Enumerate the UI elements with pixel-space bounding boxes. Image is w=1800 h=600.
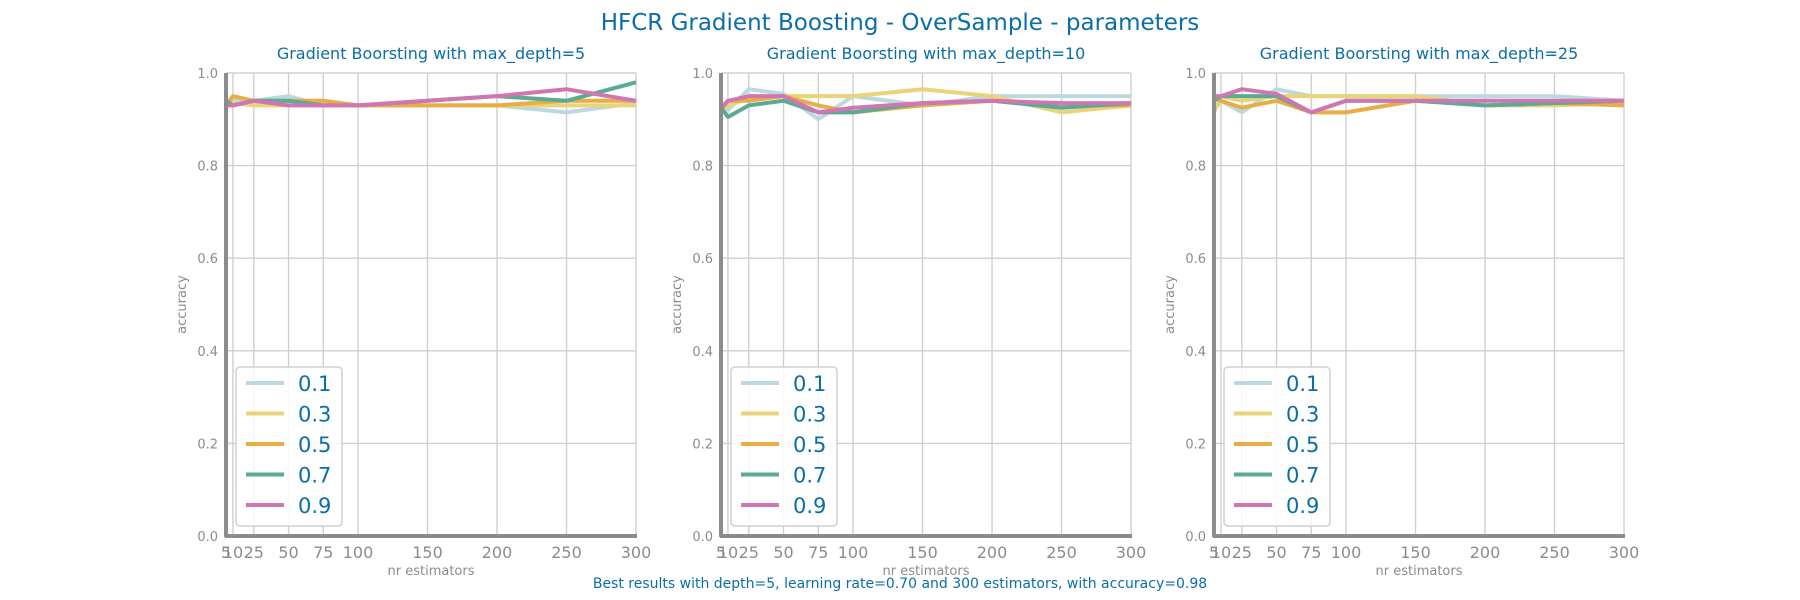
y-tick-label: 0.8 [692,160,713,175]
legend-box [730,366,838,527]
y-tick-label: 1.0 [692,67,713,82]
chart-panel: 0.0 0.2 0.4 0.6 0.8 1.0 510 25 50 75 100 150 200 250 3… [670,44,1146,579]
y-tick-label: 0.0 [197,530,218,545]
series-line-0-7 [719,98,1132,119]
x-tick-label: 5 [221,543,231,562]
x-axis-label: nr estimators [388,564,475,579]
x-tick-label: 25 [739,543,759,562]
x-axis-label: nr estimators [883,564,970,579]
y-tick-label: 0.4 [1185,345,1206,360]
legend-label: 0.9 [1286,494,1319,518]
legend-label: 0.1 [793,372,826,396]
y-axis-label: accuracy [670,275,685,334]
legend-box [1223,366,1331,527]
x-tick-label: 25 [244,543,264,562]
chart-panel: 0.0 0.2 0.4 0.6 0.8 1.0 510 25 50 75 100 150 200 250 3… [1163,44,1639,579]
x-tick-label: 5 [1209,543,1219,562]
x-tick-label: 150 [412,543,443,562]
x-tick-label: 10 [223,543,243,562]
y-axis-label: accuracy [1163,275,1178,334]
y-tick-label: 0.8 [197,160,218,175]
x-tick-label: 300 [1609,543,1640,562]
y-tick-label: 0.8 [1185,160,1206,175]
y-tick-label: 0.4 [692,345,713,360]
legend-label: 0.1 [298,372,331,396]
subplot-title: Gradient Boorsting with max_depth=5 [277,44,585,64]
y-tick-label: 0.0 [692,530,713,545]
legend-label: 0.3 [298,403,331,427]
subplot-title: Gradient Boorsting with max_depth=25 [1260,44,1579,64]
subplot-title: Gradient Boorsting with max_depth=10 [767,44,1086,64]
x-tick-label: 50 [773,543,793,562]
x-tick-label: 150 [1400,543,1431,562]
x-tick-label: 5 [716,543,726,562]
legend-label: 0.9 [298,494,331,518]
x-tick-label: 250 [551,543,582,562]
y-tick-label: 0.6 [197,252,218,267]
legend-label: 0.3 [1286,403,1319,427]
best-result-caption: Best results with depth=5, learning rate… [593,576,1207,592]
x-tick-label: 150 [907,543,938,562]
x-tick-label: 300 [621,543,652,562]
legend-label: 0.5 [298,433,331,457]
x-axis-label: nr estimators [1376,564,1463,579]
series-line-0-9 [226,87,637,108]
x-tick-label: 10 [1211,543,1231,562]
x-tick-label: 200 [977,543,1008,562]
y-tick-label: 0.4 [197,345,218,360]
x-tick-label: 250 [1046,543,1077,562]
x-tick-label: 75 [1301,543,1321,562]
legend-label: 0.5 [1286,433,1319,457]
legend-label: 0.5 [793,433,826,457]
x-tick-label: 200 [482,543,513,562]
legend-box [235,366,343,527]
legend-label: 0.9 [793,494,826,518]
legend-label: 0.1 [1286,372,1319,396]
y-tick-label: 0.2 [197,437,218,452]
y-axis-label: accuracy [175,275,190,334]
y-tick-label: 0.0 [1185,530,1206,545]
x-tick-label: 100 [1331,543,1362,562]
x-tick-label: 250 [1539,543,1570,562]
legend-label: 0.7 [793,464,826,488]
x-tick-label: 100 [838,543,869,562]
figure-title: HFCR Gradient Boosting - OverSample - pa… [601,10,1200,36]
x-tick-label: 10 [718,543,738,562]
legend-label: 0.7 [298,464,331,488]
y-tick-label: 1.0 [197,67,218,82]
y-tick-label: 1.0 [1185,67,1206,82]
y-tick-label: 0.6 [692,252,713,267]
series-line-0-9 [1214,87,1624,115]
series-line-0-9 [719,94,1131,115]
legend-label: 0.3 [793,403,826,427]
x-tick-label: 75 [808,543,828,562]
x-tick-label: 50 [278,543,298,562]
y-tick-label: 0.2 [692,437,713,452]
x-tick-label: 25 [1232,543,1252,562]
x-tick-label: 50 [1266,543,1286,562]
x-tick-label: 75 [313,543,333,562]
legend-label: 0.7 [1286,464,1319,488]
chart-panel: 0.0 0.2 0.4 0.6 0.8 1.0 510 25 50 75 100 150 200 250 3… [175,44,651,579]
series-line-0-5 [224,94,636,108]
y-tick-label: 0.2 [1185,437,1206,452]
x-tick-label: 300 [1116,543,1147,562]
x-tick-label: 200 [1470,543,1501,562]
x-tick-label: 100 [343,543,374,562]
y-tick-label: 0.6 [1185,252,1206,267]
